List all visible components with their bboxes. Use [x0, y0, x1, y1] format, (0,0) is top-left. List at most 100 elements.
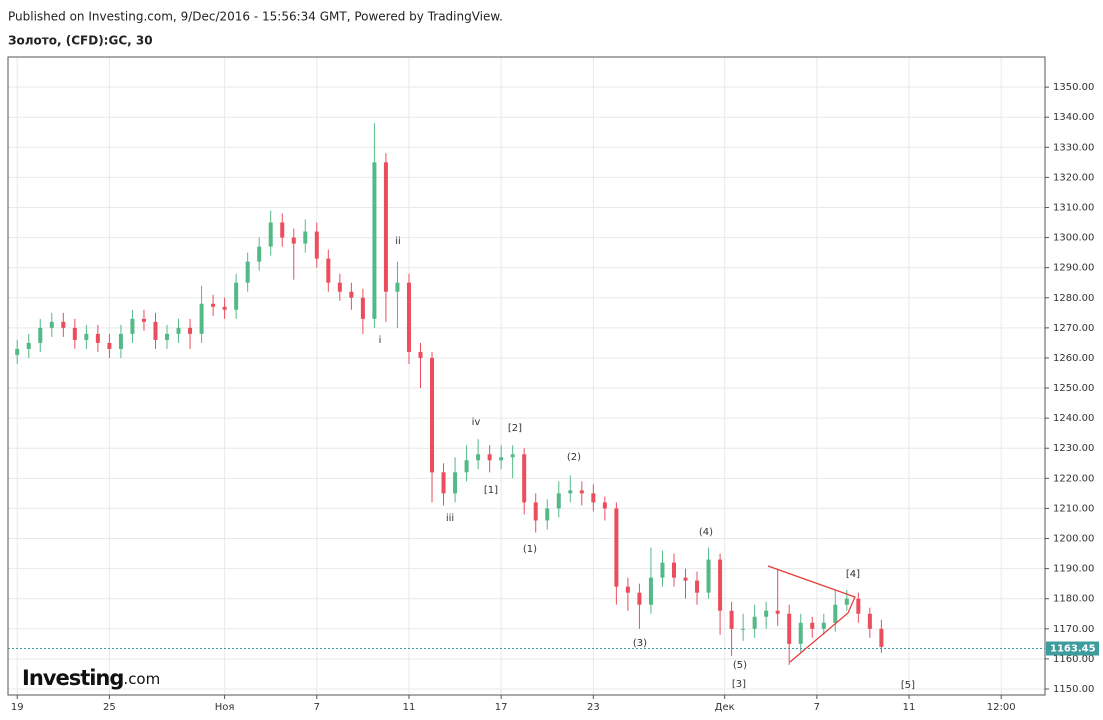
candle-body: [568, 490, 573, 494]
candle-body: [787, 613, 792, 644]
triangle-drawing: [767, 565, 856, 663]
y-tick-label: 1250.00: [1053, 383, 1094, 394]
candle-body: [268, 222, 273, 247]
candle-body: [383, 162, 388, 292]
candle-body: [545, 508, 550, 521]
last-price-box: [1046, 641, 1099, 656]
wave-label: iv: [472, 417, 481, 428]
grid: [8, 57, 1045, 695]
candle-body: [303, 231, 308, 244]
y-tick-label: 1310.00: [1053, 202, 1094, 213]
wave-label: iii: [446, 513, 454, 524]
candle-body: [625, 586, 630, 593]
candle-body: [833, 604, 838, 623]
x-tick-label: 7: [314, 702, 320, 713]
x-tick-label: 19: [11, 702, 24, 713]
candle-body: [199, 303, 204, 334]
candle-body: [764, 610, 769, 617]
candle-body: [660, 562, 665, 578]
candle-body: [257, 246, 262, 262]
candle-body: [441, 472, 446, 494]
wave-label: (5): [733, 660, 747, 671]
y-tick-label: 1210.00: [1053, 503, 1094, 514]
candle-body: [211, 303, 216, 307]
candle-body: [510, 454, 515, 458]
x-tick-label: 12:00: [987, 702, 1016, 713]
wave-label: (3): [633, 638, 647, 649]
candle-body: [61, 321, 66, 328]
candle-body: [107, 342, 112, 349]
candle-body: [430, 357, 435, 473]
y-tick-label: 1150.00: [1053, 684, 1094, 695]
x-tick-label: 11: [403, 702, 416, 713]
candle-body: [280, 222, 285, 238]
y-tick-label: 1350.00: [1053, 82, 1094, 93]
last-price-label: 1163.45: [1050, 644, 1096, 655]
candle-body: [591, 493, 596, 503]
candle-body: [337, 282, 342, 292]
candle-body: [695, 580, 700, 593]
candle-body: [741, 628, 746, 630]
candle-body: [326, 258, 331, 283]
candle-body: [15, 348, 20, 355]
candle-body: [775, 610, 780, 614]
logo-brand: Investing.com: [22, 666, 160, 690]
candle-body: [706, 559, 711, 593]
x-tick-label: 7: [814, 702, 820, 713]
published-line: Published on Investing.com, 9/Dec/2016 -…: [8, 10, 503, 24]
candle-body: [487, 454, 492, 461]
candle-body: [130, 318, 135, 334]
candle-body: [234, 282, 239, 310]
x-tick-label: Дек: [715, 702, 735, 713]
y-tick-label: 1220.00: [1053, 473, 1094, 484]
y-tick-label: 1320.00: [1053, 172, 1094, 183]
candle-body: [602, 502, 607, 509]
candle-body: [222, 306, 227, 310]
wave-label: [4]: [846, 569, 860, 580]
candle-body: [729, 610, 734, 629]
candle-body: [95, 333, 100, 343]
wave-label: [2]: [508, 423, 522, 434]
candle-body: [84, 333, 89, 340]
wave-label: (1): [523, 544, 537, 555]
x-tick-label: Ноя: [215, 702, 235, 713]
logo-suffix: .com: [123, 670, 160, 688]
candle-body: [476, 454, 481, 461]
candle-body: [798, 622, 803, 644]
x-tick-label: 17: [495, 702, 508, 713]
candle-body: [453, 472, 458, 494]
candle-body: [637, 592, 642, 605]
candle-body: [360, 297, 365, 319]
candle-body: [879, 628, 884, 647]
candle-body: [395, 282, 400, 292]
y-tick-label: 1270.00: [1053, 323, 1094, 334]
wave-label: [3]: [732, 679, 746, 690]
candle-body: [821, 622, 826, 629]
candle-body: [464, 460, 469, 473]
candle-body: [499, 457, 504, 461]
candle-body: [867, 613, 872, 629]
candle-body: [141, 318, 146, 322]
candle-body: [38, 327, 43, 343]
candle-body: [810, 622, 815, 629]
candle-body: [648, 577, 653, 605]
candle-body: [165, 333, 170, 340]
candle-body: [406, 282, 411, 352]
wave-label: (4): [699, 527, 713, 538]
y-tick-label: 1180.00: [1053, 594, 1094, 605]
symbol-title: Золото, (CFD):GC, 30: [8, 34, 153, 48]
candle-body: [176, 327, 181, 334]
y-tick-label: 1290.00: [1053, 263, 1094, 274]
candle-body: [372, 162, 377, 319]
y-tick-label: 1260.00: [1053, 353, 1094, 364]
y-tick-label: 1170.00: [1053, 624, 1094, 635]
candle-body: [245, 261, 250, 283]
candle-body: [72, 327, 77, 340]
wave-label: (2): [567, 452, 581, 463]
candle-body: [671, 562, 676, 578]
candle-body: [349, 291, 354, 298]
candle-body: [522, 454, 527, 503]
y-tick-label: 1190.00: [1053, 564, 1094, 575]
candle-body: [579, 490, 584, 494]
